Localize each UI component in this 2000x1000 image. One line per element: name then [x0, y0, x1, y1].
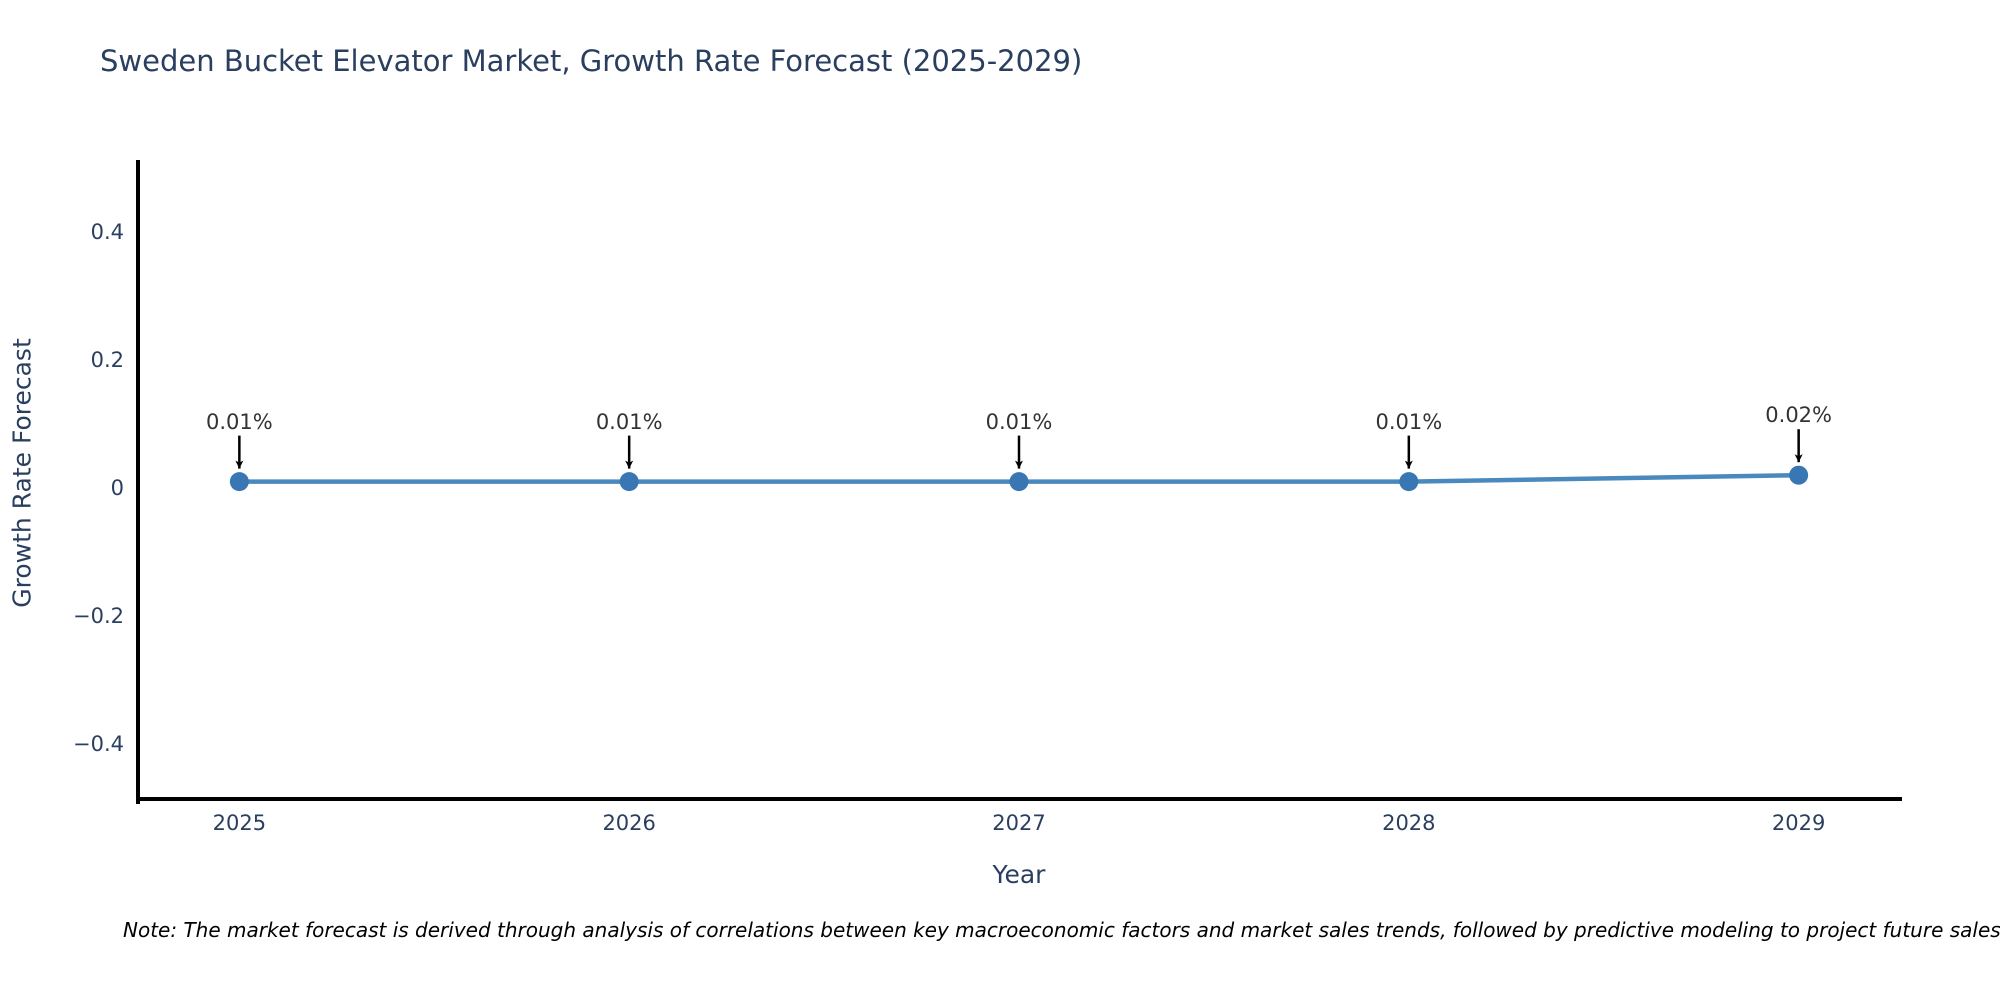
data-point-marker: [1009, 472, 1029, 492]
footnote: Note: The market forecast is derived thr…: [123, 918, 2000, 942]
annotation-label: 0.01%: [985, 409, 1053, 434]
y-axis-line: [136, 160, 140, 804]
x-tick-label: 2027: [992, 811, 1046, 835]
annotation-label: 0.01%: [595, 409, 663, 434]
y-tick-label: −0.2: [73, 604, 124, 628]
x-tick-label: 2026: [602, 811, 656, 835]
data-point-marker: [1399, 472, 1419, 492]
annotation-label: 0.01%: [1375, 409, 1443, 434]
data-point-marker: [1789, 465, 1809, 485]
y-tick-label: 0.4: [90, 220, 124, 244]
x-tick-label: 2028: [1382, 811, 1436, 835]
x-tick-label: 2025: [212, 811, 267, 835]
y-tick-label: 0: [110, 476, 124, 500]
y-tick-label: −0.4: [73, 732, 124, 756]
y-tick-label: 0.2: [90, 348, 124, 372]
annotation-label: 0.02%: [1765, 403, 1832, 428]
data-point-marker: [619, 472, 639, 492]
annotation-label: 0.01%: [205, 409, 273, 434]
data-point-marker: [229, 472, 249, 492]
chart-title: Sweden Bucket Elevator Market, Growth Ra…: [100, 44, 1083, 78]
x-axis-line: [136, 797, 1902, 801]
x-axis-title: Year: [992, 860, 1046, 889]
x-tick-label: 2029: [1771, 811, 1826, 835]
